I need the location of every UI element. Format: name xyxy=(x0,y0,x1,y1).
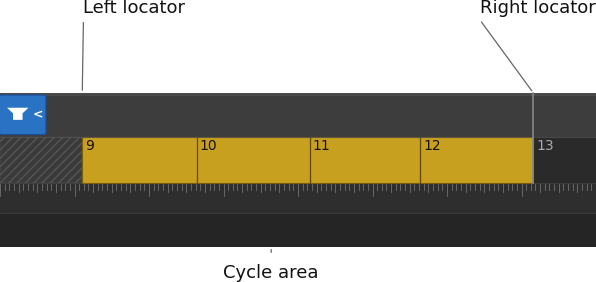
Text: 12: 12 xyxy=(423,139,441,153)
Polygon shape xyxy=(7,108,29,120)
Bar xyxy=(82,137,533,183)
Bar xyxy=(0,213,596,247)
Text: 13: 13 xyxy=(536,139,554,153)
Text: 11: 11 xyxy=(313,139,331,153)
Text: 9: 9 xyxy=(85,139,94,153)
Text: Right locator: Right locator xyxy=(480,0,595,17)
Text: 10: 10 xyxy=(200,139,218,153)
FancyBboxPatch shape xyxy=(0,95,46,135)
Bar xyxy=(0,137,82,183)
Bar xyxy=(0,183,596,213)
Bar xyxy=(0,93,596,96)
Bar xyxy=(0,137,596,183)
Text: Cycle area: Cycle area xyxy=(224,264,319,282)
Text: Left locator: Left locator xyxy=(83,0,185,17)
Bar xyxy=(0,93,596,137)
Bar xyxy=(0,137,82,183)
Text: <: < xyxy=(33,108,43,121)
